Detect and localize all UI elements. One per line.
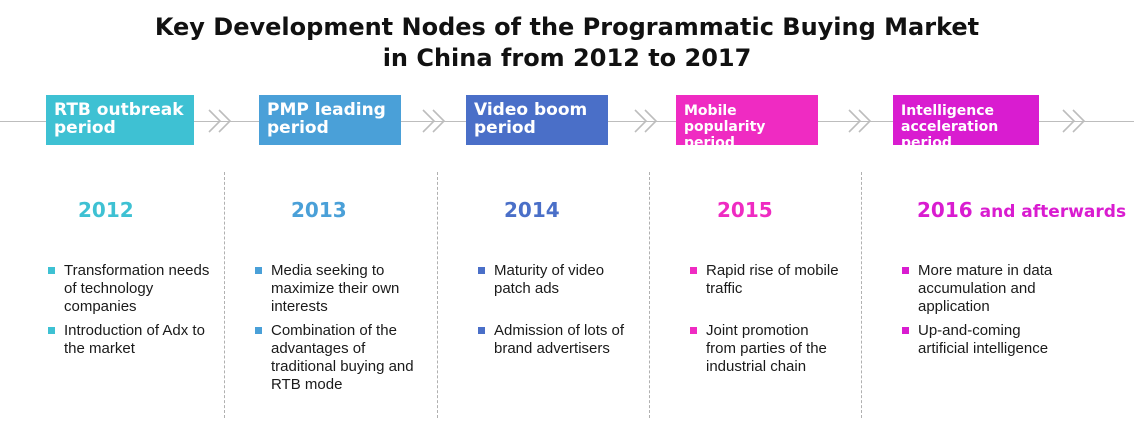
list-item: More mature in data accumulation and app…	[902, 262, 1102, 316]
bullet-list-2013: Media seeking to maximize their own inte…	[255, 262, 435, 394]
year-value: 2014	[504, 198, 560, 222]
square-bullet-icon	[478, 267, 485, 274]
square-bullet-icon	[48, 327, 55, 334]
square-bullet-icon	[255, 327, 262, 334]
phase-label-line-2: period	[54, 118, 116, 138]
item-line: Media seeking to	[271, 262, 385, 279]
year-value: 2016	[917, 198, 973, 222]
column-divider	[649, 172, 650, 418]
phase-label-line-1: RTB outbreak	[54, 100, 184, 120]
year-label-2014: 2014	[504, 198, 560, 222]
double-chevron-right-icon	[634, 109, 658, 133]
double-chevron-right-icon	[848, 109, 872, 133]
year-label-2016: 2016 and afterwards	[917, 198, 1126, 222]
item-line: the market	[64, 340, 135, 357]
item-line: traditional buying and	[271, 358, 414, 375]
title-line-1: Key Development Nodes of the Programmati…	[154, 13, 980, 41]
item-line: Admission of lots of	[494, 322, 625, 339]
double-chevron-right-icon	[208, 109, 232, 133]
item-line: Up-and-coming	[918, 322, 1021, 339]
column-divider	[437, 172, 438, 418]
list-item: Up-and-coming artificial intelligence	[902, 322, 1102, 358]
item-line: artificial intelligence	[918, 340, 1049, 357]
item-line: companies	[64, 298, 137, 315]
year-value: 2015	[717, 198, 773, 222]
square-bullet-icon	[902, 327, 909, 334]
item-line: Combination of the	[271, 322, 397, 339]
item-line: of technology	[64, 280, 154, 297]
item-line: patch ads	[494, 280, 560, 297]
phase-label-line-1: Mobile	[684, 103, 737, 119]
bullet-list-2016: More mature in data accumulation and app…	[902, 262, 1102, 358]
phase-box-intelligence-acceleration: Intelligence acceleration period	[893, 95, 1039, 151]
item-line: More mature in data	[918, 262, 1053, 279]
item-line: RTB mode	[271, 376, 343, 393]
year-label-2013: 2013	[291, 198, 347, 222]
item-line: Maturity of video	[494, 262, 605, 279]
list-item: Media seeking to maximize their own inte…	[255, 262, 435, 316]
year-value: 2013	[291, 198, 347, 222]
list-item: Joint promotion from parties of the indu…	[690, 322, 860, 376]
year-value: 2012	[78, 198, 134, 222]
square-bullet-icon	[690, 267, 697, 274]
item-line: interests	[271, 298, 328, 315]
title-line-2: in China from 2012 to 2017	[382, 44, 752, 72]
bullet-list-2015: Rapid rise of mobile traffic Joint promo…	[690, 262, 860, 376]
phase-label-line-2: period	[474, 118, 536, 138]
item-line: maximize their own	[271, 280, 400, 297]
square-bullet-icon	[48, 267, 55, 274]
phase-box-mobile-popularity: Mobile popularity period	[676, 95, 818, 151]
item-line: traffic	[706, 280, 743, 297]
item-line: advantages of	[271, 340, 366, 357]
phase-box-rtb-outbreak: RTB outbreak period	[46, 95, 194, 145]
year-label-2015: 2015	[717, 198, 773, 222]
phase-label-line-2: popularity period	[684, 119, 766, 151]
bullet-list-2012: Transformation needs of technology compa…	[48, 262, 223, 358]
item-line: industrial chain	[706, 358, 807, 375]
phase-label-line-1: PMP leading	[267, 100, 386, 120]
column-divider	[224, 172, 225, 418]
square-bullet-icon	[690, 327, 697, 334]
phase-box-video-boom: Video boom period	[466, 95, 608, 145]
item-line: Joint promotion	[706, 322, 809, 339]
list-item: Admission of lots of brand advertisers	[478, 322, 648, 358]
year-suffix: and afterwards	[979, 202, 1127, 222]
bullet-list-2014: Maturity of video patch ads Admission of…	[478, 262, 648, 358]
phase-label-line-1: Video boom	[474, 100, 588, 120]
list-item: Transformation needs of technology compa…	[48, 262, 223, 316]
double-chevron-right-icon	[1062, 109, 1086, 133]
column-divider	[861, 172, 862, 418]
item-line: Transformation needs	[64, 262, 210, 279]
phase-label-line-2: acceleration period	[901, 119, 999, 151]
list-item: Maturity of video patch ads	[478, 262, 648, 298]
item-line: brand advertisers	[494, 340, 610, 357]
item-line: Rapid rise of mobile	[706, 262, 839, 279]
phase-label-line-2: period	[267, 118, 329, 138]
year-label-2012: 2012	[78, 198, 134, 222]
square-bullet-icon	[902, 267, 909, 274]
item-line: Introduction of Adx to	[64, 322, 205, 339]
item-line: from parties of the	[706, 340, 827, 357]
item-line: application	[918, 298, 990, 315]
list-item: Rapid rise of mobile traffic	[690, 262, 860, 298]
double-chevron-right-icon	[422, 109, 446, 133]
diagram-title: Key Development Nodes of the Programmati…	[0, 12, 1134, 74]
square-bullet-icon	[478, 327, 485, 334]
list-item: Introduction of Adx to the market	[48, 322, 223, 358]
phase-box-pmp-leading: PMP leading period	[259, 95, 401, 145]
list-item: Combination of the advantages of traditi…	[255, 322, 435, 394]
item-line: accumulation and	[918, 280, 1036, 297]
phase-label-line-1: Intelligence	[901, 103, 995, 119]
square-bullet-icon	[255, 267, 262, 274]
